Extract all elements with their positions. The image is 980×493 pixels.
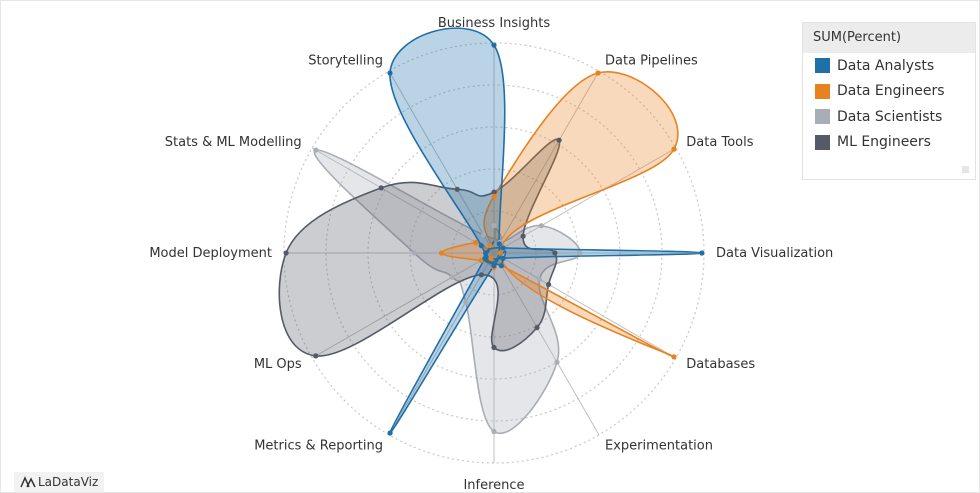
point-ml-engineers-business-insights[interactable] [491, 189, 497, 195]
legend-item-data-scientists[interactable]: Data Scientists [803, 104, 975, 130]
legend-title: SUM(Percent) [803, 23, 975, 53]
axis-label-databases: Databases [686, 357, 755, 372]
point-data-analysts-databases[interactable] [500, 255, 506, 261]
legend-swatch-ml-engineers [815, 134, 830, 150]
point-data-engineers-business-insights[interactable] [491, 193, 497, 199]
axis-label-metrics-and-reporting: Metrics & Reporting [254, 438, 383, 453]
ladataviz-logo-icon [20, 476, 36, 488]
point-data-engineers-stats-and-ml-modelling[interactable] [473, 239, 479, 246]
point-data-analysts-storytelling[interactable] [387, 70, 393, 76]
point-data-scientists-stats-and-ml-modelling[interactable] [313, 147, 319, 153]
point-data-analysts-model-deployment[interactable] [483, 250, 489, 256]
point-data-scientists-ml-ops[interactable] [449, 274, 455, 280]
point-data-engineers-databases[interactable] [671, 354, 677, 360]
point-data-scientists-data-tools[interactable] [538, 223, 544, 229]
point-data-engineers-storytelling[interactable] [487, 243, 493, 249]
radar-areas [278, 27, 703, 435]
point-data-analysts-ml-ops[interactable] [482, 255, 488, 261]
point-data-analysts-inference[interactable] [491, 263, 497, 269]
legend-label-data-scientists: Data Scientists [837, 108, 943, 125]
axis-label-model-deployment: Model Deployment [149, 246, 272, 261]
point-ml-engineers-inference[interactable] [491, 344, 497, 351]
point-data-engineers-model-deployment[interactable] [438, 250, 445, 256]
brand-name: LaDataViz [38, 475, 99, 489]
point-data-scientists-experimentation[interactable] [554, 359, 560, 365]
point-data-scientists-data-visualization[interactable] [577, 250, 583, 256]
point-data-scientists-inference[interactable] [491, 428, 497, 435]
series-area-data-scientists[interactable] [313, 149, 581, 435]
axis-label-ml-ops: ML Ops [254, 357, 302, 372]
point-ml-engineers-ml-ops[interactable] [313, 353, 319, 359]
radar-points [283, 42, 705, 436]
point-data-scientists-databases[interactable] [536, 276, 543, 282]
point-data-analysts-data-visualization[interactable] [699, 250, 705, 256]
spoke-ml-ops [311, 252, 495, 359]
point-data-analysts-business-insights[interactable] [491, 42, 497, 48]
point-data-scientists-business-insights[interactable] [491, 223, 497, 229]
point-data-scientists-metrics-and-reporting[interactable] [463, 299, 469, 305]
legend-item-ml-engineers[interactable]: ML Engineers [803, 130, 975, 156]
point-data-analysts-metrics-and-reporting[interactable] [387, 430, 393, 436]
point-ml-engineers-metrics-and-reporting[interactable] [478, 272, 484, 278]
point-ml-engineers-model-deployment[interactable] [283, 250, 289, 256]
point-ml-engineers-storytelling[interactable] [454, 186, 460, 192]
legend-swatch-data-engineers [815, 83, 830, 99]
axis-label-data-visualization: Data Visualization [716, 246, 833, 261]
legend-label-data-engineers: Data Engineers [837, 83, 945, 100]
axis-label-experimentation: Experimentation [605, 438, 713, 453]
spoke-databases [493, 252, 677, 359]
spoke-metrics-and-reporting [388, 252, 495, 436]
point-ml-engineers-experimentation[interactable] [534, 325, 540, 331]
axis-label-storytelling: Storytelling [308, 54, 383, 69]
point-ml-engineers-databases[interactable] [546, 281, 552, 288]
point-ml-engineers-data-visualization[interactable] [552, 250, 558, 256]
point-data-engineers-data-pipelines[interactable] [595, 70, 601, 76]
axis-label-stats-and-ml-modelling: Stats & ML Modelling [165, 135, 302, 150]
point-data-scientists-storytelling[interactable] [480, 232, 487, 238]
axis-label-data-tools: Data Tools [686, 135, 753, 150]
legend-scroll-handle[interactable] [962, 166, 969, 173]
axis-label-inference: Inference [463, 478, 524, 493]
point-data-engineers-data-tools[interactable] [671, 146, 677, 152]
point-data-analysts-data-pipelines[interactable] [496, 241, 502, 247]
spoke-stats-and-ml-modelling [311, 147, 495, 254]
legend-swatch-data-analysts [815, 58, 830, 74]
point-data-analysts-stats-and-ml-modelling[interactable] [478, 243, 484, 249]
point-data-engineers-data-visualization[interactable] [497, 250, 503, 256]
axis-label-business-insights: Business Insights [438, 16, 551, 31]
legend-label-data-analysts: Data Analysts [837, 57, 935, 74]
point-data-engineers-metrics-and-reporting[interactable] [488, 255, 494, 262]
point-ml-engineers-data-pipelines[interactable] [556, 137, 562, 143]
legend-swatch-data-scientists [815, 109, 830, 125]
spoke-experimentation [493, 252, 600, 436]
axis-labels: Business Insights Data Pipelines Data Tool… [149, 16, 833, 493]
spoke-data-pipelines [493, 70, 600, 254]
legend-label-ml-engineers: ML Engineers [837, 134, 931, 151]
series-area-data-engineers[interactable] [440, 71, 679, 358]
point-data-analysts-experimentation[interactable] [498, 263, 504, 269]
point-ml-engineers-data-tools[interactable] [520, 233, 526, 239]
point-data-scientists-model-deployment[interactable] [411, 250, 417, 256]
brand-badge[interactable]: LaDataViz [14, 472, 105, 492]
spoke-storytelling [388, 70, 495, 254]
radar-grid [283, 42, 705, 464]
legend: SUM(Percent) Data Analysts Data Engineer… [802, 22, 976, 180]
axis-label-data-pipelines: Data Pipelines [605, 54, 698, 69]
point-ml-engineers-stats-and-ml-modelling[interactable] [378, 185, 384, 191]
point-data-analysts-data-tools[interactable] [500, 245, 506, 251]
legend-item-data-analysts[interactable]: Data Analysts [803, 53, 975, 79]
legend-item-data-engineers[interactable]: Data Engineers [803, 79, 975, 105]
